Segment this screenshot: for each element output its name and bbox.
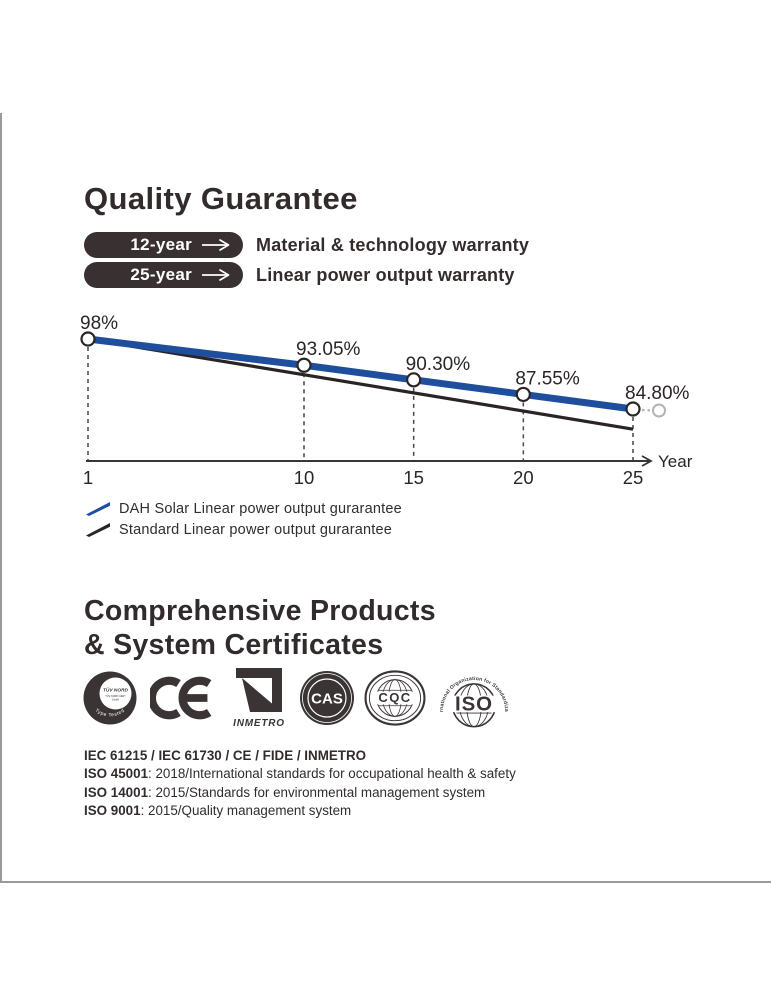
cert-line-iso-45001: ISO 45001: 2018/International standards … <box>84 766 516 782</box>
blue-line-swatch-icon <box>86 502 110 516</box>
right-arrow-icon <box>202 269 230 281</box>
data-point-label: 93.05% <box>296 339 361 360</box>
certificates-title-line2: & System Certificates <box>84 629 384 661</box>
legend-label: DAH Solar Linear power output gurarantee <box>119 501 402 517</box>
iso-text: ISO <box>455 694 493 716</box>
ce-mark-icon <box>150 676 212 720</box>
data-point-marker <box>515 386 531 403</box>
standard-warranty-line <box>87 337 634 431</box>
cert-line-iso-14001: ISO 14001: 2015/Standards for environmen… <box>84 784 486 800</box>
warranty-pill-years: 25-year <box>130 265 192 284</box>
data-point-label: 87.55% <box>515 368 580 389</box>
quality-guarantee-title: Quality Guarantee <box>84 181 358 216</box>
warranty-label-linear-power: Linear power output warranty <box>256 264 515 285</box>
tuv-nord-logo-icon: TÜV NORD TÜV NORD CERT GmbH Type Tested <box>83 671 137 725</box>
x-axis-arrowhead <box>641 455 653 467</box>
black-line-swatch-icon <box>86 523 110 537</box>
data-point-label: 84.80% <box>625 383 690 404</box>
extension-open-circle <box>652 403 666 418</box>
data-point-marker <box>296 357 312 373</box>
extension-dotted-line <box>641 408 653 412</box>
cqc-text: CQC <box>378 690 411 705</box>
tuv-cert-text: TÜV NORD CERT <box>105 695 126 698</box>
x-tick-label: 20 <box>513 467 534 488</box>
x-tick-label: 15 <box>403 467 424 488</box>
cert-line-iso-9001: ISO 9001: 2015/Quality management system <box>84 803 352 819</box>
right-arrow-icon <box>202 239 230 251</box>
page-edge-left-line <box>0 113 2 882</box>
certificates-title-line1: Comprehensive Products <box>84 595 436 627</box>
legend-label: Standard Linear power output gurarantee <box>119 522 393 538</box>
warranty-badge-row-12: 12-year Material & technology warranty <box>84 232 529 258</box>
iso-logo-icon: International Organization for Standardi… <box>438 666 509 728</box>
legend-row-standard: Standard Linear power output gurarantee <box>86 521 402 539</box>
legend-row-dah-solar: DAH Solar Linear power output gurarantee <box>86 500 402 518</box>
warranty-pill-25-year: 25-year <box>84 262 243 288</box>
x-tick-label: 1 <box>83 467 93 488</box>
inmetro-text: INMETRO <box>233 718 285 729</box>
cas-logo-icon: CAS <box>300 671 354 725</box>
data-point-label: 90.30% <box>406 354 471 375</box>
chart-legend: DAH Solar Linear power output gurarantee… <box>86 500 402 539</box>
data-point-marker <box>406 372 422 388</box>
warranty-label-material: Material & technology warranty <box>256 234 530 255</box>
tuv-text: TÜV NORD <box>103 687 129 694</box>
x-axis-title: Year <box>658 452 693 471</box>
cas-text: CAS <box>311 691 343 708</box>
data-point-label: 98% <box>80 313 118 334</box>
warranty-badge-row-25: 25-year Linear power output warranty <box>84 262 515 288</box>
cert-line-iec: IEC 61215 / IEC 61730 / CE / FIDE / INME… <box>84 748 367 763</box>
warranty-pill-12-year: 12-year <box>84 232 243 258</box>
inmetro-logo-icon: INMETRO <box>233 668 285 729</box>
certifications-text-block: IEC 61215 / IEC 61730 / CE / FIDE / INME… <box>84 747 516 821</box>
power-output-chart: Year 1 10 15 20 25 98% 93.05% 90.30% 87.55% 84.80% <box>80 313 693 488</box>
page-edge-bottom-line <box>0 881 771 883</box>
warranty-pill-years: 12-year <box>130 235 192 254</box>
x-tick-label: 25 <box>623 467 644 488</box>
data-point-marker <box>625 401 641 417</box>
certificates-title: Comprehensive Products & System Certific… <box>84 594 436 662</box>
x-tick-label: 10 <box>294 467 315 488</box>
cqc-logo-icon: CQC <box>364 670 426 726</box>
tuv-gmbh-text: GmbH <box>112 699 119 702</box>
data-point-marker <box>80 331 96 347</box>
